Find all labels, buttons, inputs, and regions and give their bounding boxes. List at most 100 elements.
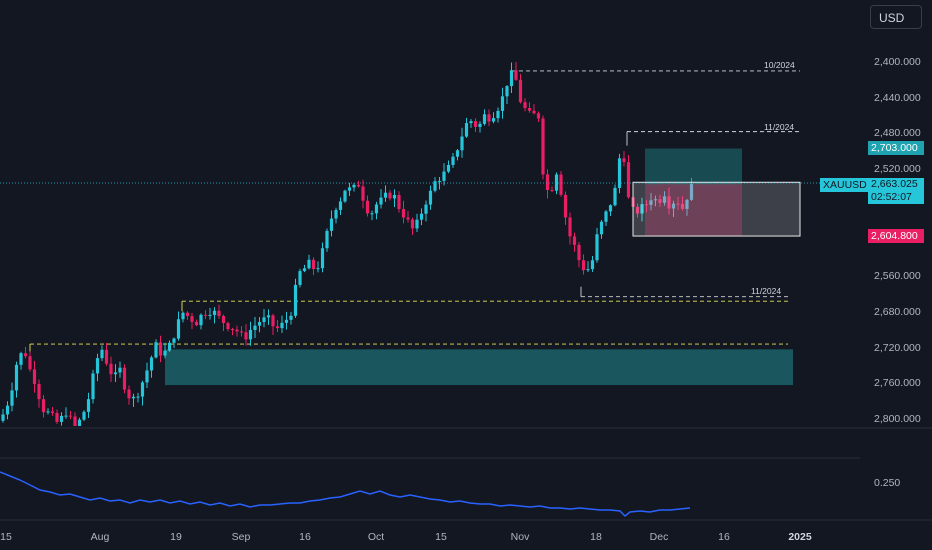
candle-body [658,199,662,203]
candle-body [365,200,370,214]
candle-body [370,213,374,215]
candle-body [302,268,307,272]
candle-body [626,162,631,198]
selection-box [632,181,801,237]
candle-body [563,194,568,218]
candle-body [163,350,167,356]
candle-body [433,181,437,191]
candle-body [311,259,316,270]
candle-body [343,190,347,202]
zones-layer [165,349,793,386]
candle-body [37,383,41,400]
candle-body [280,322,284,329]
candle-body [496,110,500,119]
candle-body [307,259,311,269]
candle-body [289,315,293,320]
date-axis-label: 15 [0,531,12,543]
indicator-axis-label: 0.250 [874,477,901,489]
candle-body [383,192,388,198]
date-axis-label: 2025 [788,531,812,543]
candle-body [604,211,608,222]
position-tool-layer[interactable] [632,148,801,237]
candle-body [73,416,77,426]
candle-body [482,114,487,124]
candle-body [671,203,676,209]
date-axis-label: Sep [231,531,251,543]
symbol-tag[interactable]: XAUUSD [820,178,870,192]
target-price-tag: 2,703.000 [868,141,924,155]
candle-body [59,415,64,422]
candle-body [689,184,694,200]
candle-body [167,342,172,351]
candle-body [478,123,482,127]
candle-body [190,316,194,322]
candle-body [82,411,86,420]
candle-body [118,367,122,373]
candle-body [131,396,136,399]
candle-body [86,399,91,412]
candle-body [451,156,455,165]
candle-body [199,314,203,326]
candle-body [419,213,424,220]
candle-body [50,411,55,413]
candle-body [653,199,658,201]
candle-body [145,370,149,383]
price-axis-label: 2,560.000 [874,270,921,283]
candle-body [68,415,73,417]
candle-body [226,323,230,330]
candle-body [581,260,586,271]
candle-body [676,203,680,205]
candle-body [41,399,46,413]
candle-body [320,248,325,269]
candle-body [406,217,410,220]
candle-body [635,206,640,214]
currency-button[interactable]: USD [870,5,922,29]
candle-body [113,372,118,375]
candle-body [464,123,469,137]
candle-body [316,268,320,270]
candle-body [541,118,545,175]
candle-body [338,201,343,210]
candle-body [293,284,298,316]
stop-price-tag: 2,604.800 [868,229,924,243]
level-annotation-oct: 10/2024 [764,60,795,70]
candle-body [235,329,239,332]
candle-body [577,244,581,261]
candle-body [514,70,518,80]
candle-body [19,353,23,365]
price-axis-label: 2,720.000 [874,341,921,354]
candle-body [667,196,671,209]
candle-body [523,102,527,108]
candle-body [1,414,5,421]
candle-body [136,396,140,398]
candle-body [392,194,397,199]
candle-body [91,373,95,400]
candle-body [491,118,496,122]
candle-body [361,186,365,201]
candle-body [586,269,590,271]
candle-body [428,190,433,205]
candle-body [266,315,271,318]
candle-body [518,79,523,103]
candle-body [455,150,460,157]
candle-body [325,230,329,249]
candle-body [181,312,185,320]
candle-body [536,113,541,119]
candle-body [473,121,478,127]
indicator-line [0,471,691,518]
candle-body [127,389,131,399]
candle-body [149,357,154,371]
price-axis-label: 2,440.000 [874,91,921,104]
candle-body [271,315,275,327]
candle-body [239,331,244,333]
candle-body [172,338,176,343]
candle-body [680,203,685,209]
candle-body [388,192,392,199]
candle-body [410,219,415,229]
candle-body [221,315,226,324]
candle-body [559,174,563,195]
level-annotation-nov-high: 11/2024 [764,122,795,132]
candle-body [685,199,689,209]
